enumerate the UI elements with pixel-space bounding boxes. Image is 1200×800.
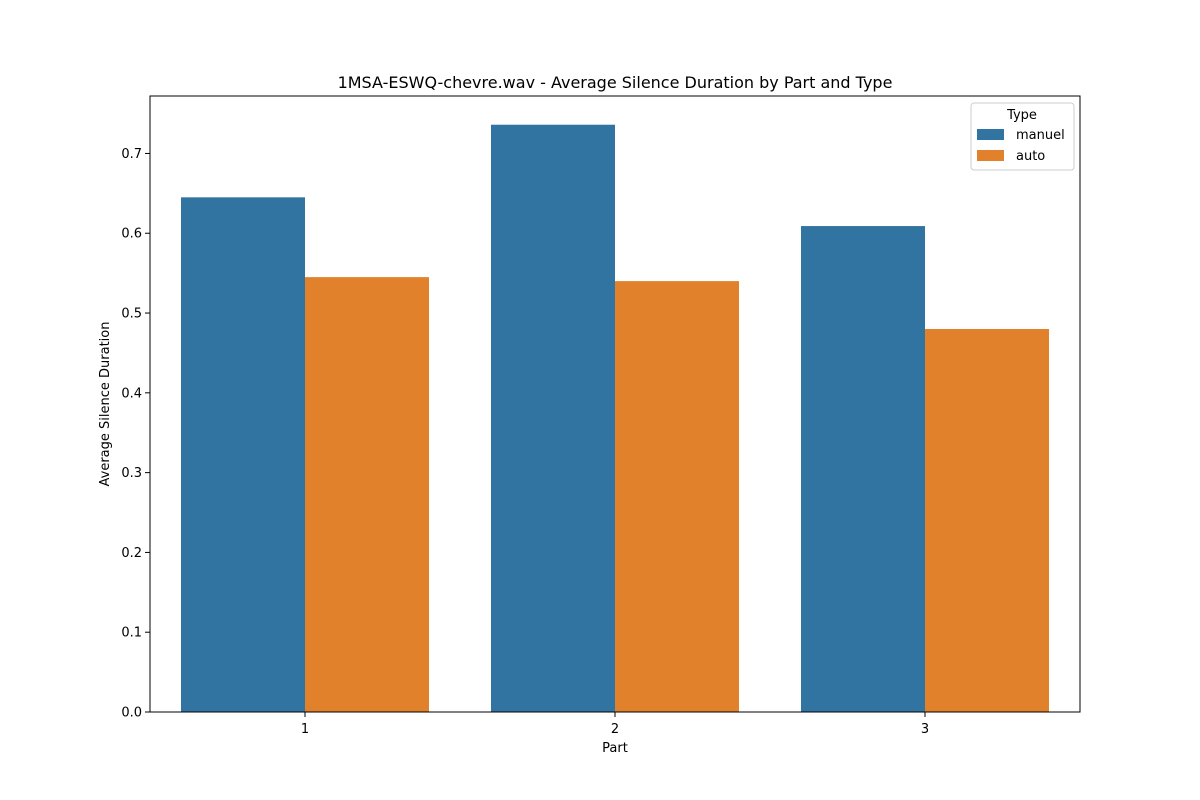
x-axis: 1 2 3 xyxy=(301,712,929,737)
legend-swatch-auto xyxy=(977,150,1004,161)
y-tick-label: 0.3 xyxy=(121,466,142,481)
y-tick-label: 0.2 xyxy=(121,546,142,561)
y-tick-label: 0.5 xyxy=(121,307,142,322)
bar-auto-part-2 xyxy=(615,281,739,712)
bar-manuel-part-1 xyxy=(181,197,305,712)
y-axis-label: Average Silence Duration xyxy=(98,322,113,487)
bar-manuel-part-2 xyxy=(491,124,615,712)
legend: Type manuel auto xyxy=(970,102,1075,171)
x-tick-label: 2 xyxy=(611,722,619,737)
x-tick-label: 1 xyxy=(301,722,309,737)
y-tick-label: 0.4 xyxy=(121,386,142,401)
y-tick-label: 0.0 xyxy=(121,706,142,721)
y-tick-label: 0.6 xyxy=(121,227,142,242)
y-axis: 0.0 0.1 0.2 0.3 0.4 0.5 0.6 0.7 xyxy=(121,147,150,721)
bar-auto-part-3 xyxy=(925,328,1049,712)
chart-title: 1MSA-ESWQ-chevre.wav - Average Silence D… xyxy=(338,73,893,92)
y-tick-label: 0.7 xyxy=(121,147,142,162)
x-tick-label: 3 xyxy=(921,722,929,737)
bars-group xyxy=(181,124,1049,712)
bar-auto-part-1 xyxy=(305,277,429,712)
x-axis-label: Part xyxy=(602,741,628,756)
bar-manuel-part-3 xyxy=(801,226,925,712)
legend-swatch-manuel xyxy=(977,129,1004,140)
legend-label-auto: auto xyxy=(1016,149,1045,164)
legend-title: Type xyxy=(1006,108,1037,123)
plot-frame xyxy=(149,95,1081,713)
legend-label-manuel: manuel xyxy=(1016,128,1065,143)
y-tick-label: 0.1 xyxy=(121,626,142,641)
